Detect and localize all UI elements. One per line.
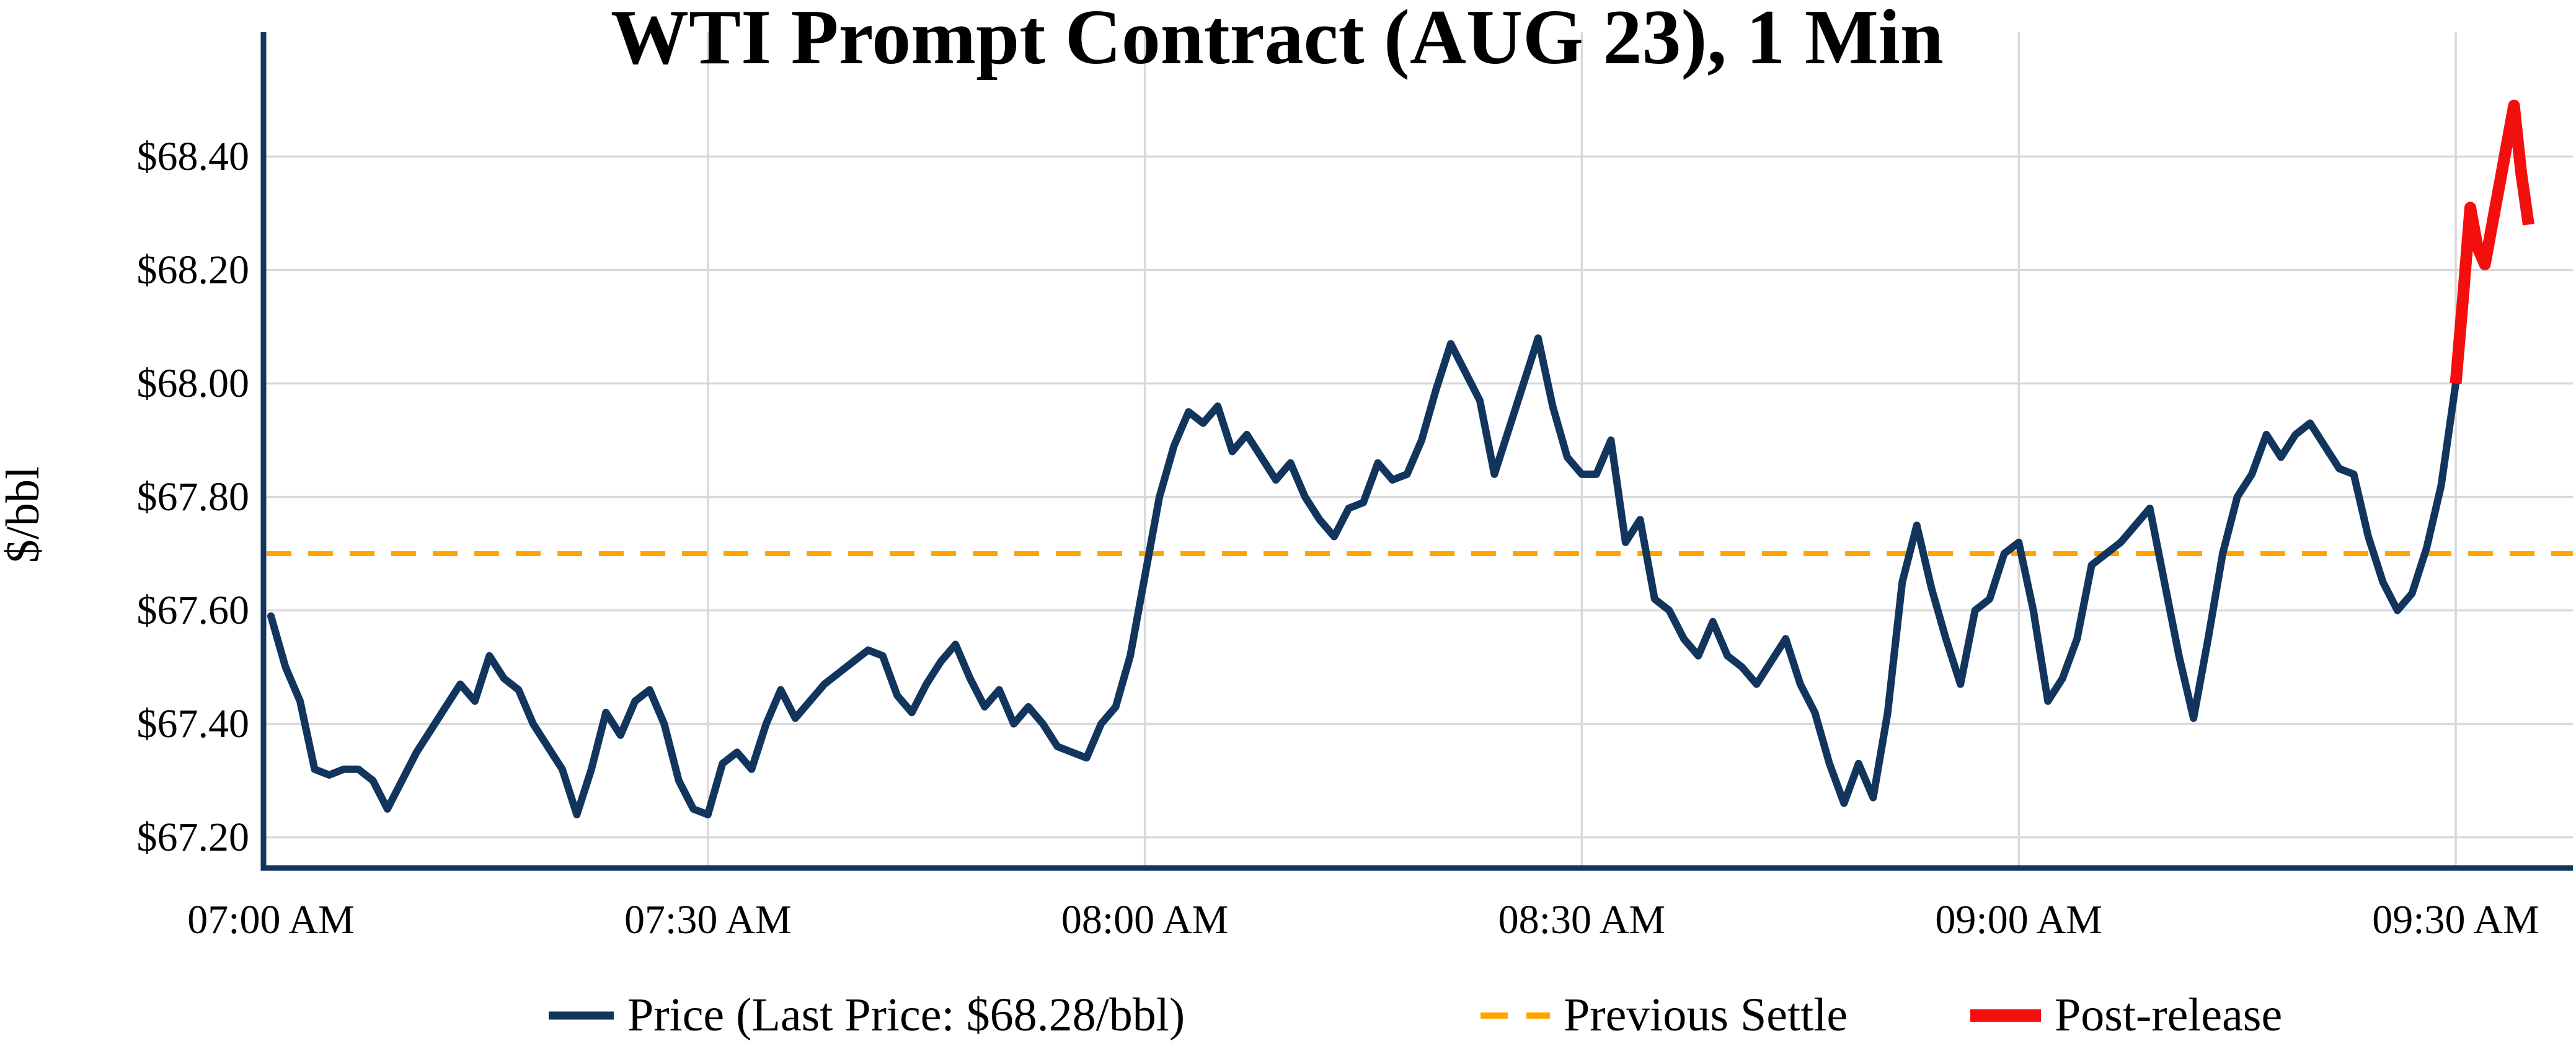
legend-item-price: Price (Last Price: $68.28/bbl) <box>549 989 1185 1041</box>
legend-label-post-release: Post-release <box>2055 989 2282 1041</box>
legend-item-post-release: Post-release <box>1970 989 2282 1041</box>
tick-layer: $67.20 $67.40 $67.60 $67.80 $68.00 $68.20 $68.… <box>137 134 2539 942</box>
x-tick-label: 08:30 AM <box>1498 897 1666 942</box>
chart-title: WTI Prompt Contract (AUG 23), 1 Min <box>611 0 1944 81</box>
post-release-line <box>2450 99 2534 384</box>
x-tick-label: 07:00 AM <box>187 897 355 942</box>
price-line <box>267 334 2459 818</box>
legend: Price (Last Price: $68.28/bbl) Previous … <box>549 989 2282 1041</box>
y-axis-title: $/bbl <box>0 466 49 563</box>
x-tick-label: 08:00 AM <box>1061 897 1229 942</box>
legend-item-previous-settle: Previous Settle <box>1481 989 1848 1041</box>
y-tick-label: $68.20 <box>137 247 250 293</box>
y-tick-label: $67.80 <box>137 474 250 520</box>
y-tick-label: $68.00 <box>137 361 250 406</box>
y-tick-label: $67.60 <box>137 588 250 633</box>
y-tick-label: $68.40 <box>137 134 250 179</box>
y-tick-label: $67.40 <box>137 701 250 746</box>
grid-layer <box>263 32 2573 868</box>
legend-label-previous-settle: Previous Settle <box>1564 989 1848 1041</box>
y-tick-label: $67.20 <box>137 815 250 860</box>
legend-label-price: Price (Last Price: $68.28/bbl) <box>627 989 1185 1041</box>
x-tick-label: 09:30 AM <box>2372 897 2539 942</box>
x-tick-label: 07:30 AM <box>624 897 792 942</box>
line-layer <box>267 99 2573 818</box>
x-tick-label: 09:00 AM <box>1935 897 2102 942</box>
